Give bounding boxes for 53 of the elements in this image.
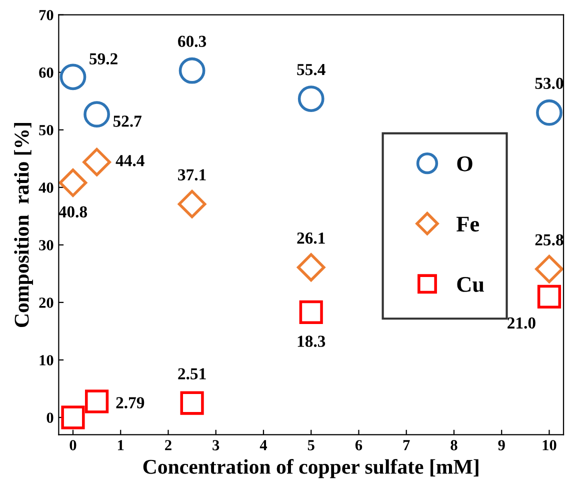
y-axis-title: Composition ratio [%] [14,123,34,328]
data-label: 55.4 [297,64,326,76]
x-tick-label: 7 [403,440,410,450]
point [84,390,109,414]
y-tick-label: 30 [39,240,54,250]
point [58,168,88,197]
legend-label: O [457,156,472,172]
x-tick-label: 4 [260,440,268,450]
point [298,86,324,112]
data-label: 52.7 [113,116,142,127]
data-label: 44.4 [116,155,144,166]
data-label: 53.0 [535,78,564,90]
x-tick-label: 8 [450,440,458,450]
y-tick-label: 50 [39,125,54,136]
y-tick-label: 70 [39,10,54,20]
point [535,254,564,284]
data-label: 2.79 [116,397,144,408]
x-tick-label: 9 [498,440,505,450]
legend-label: Cu [457,276,484,292]
point [178,190,206,218]
point [536,99,562,126]
point [61,406,85,430]
data-label: 25.8 [535,234,564,246]
x-tick-label: 3 [212,440,220,450]
data-label: 2.51 [178,368,206,380]
data-label: 26.1 [297,232,325,244]
data-label: 37.1 [178,169,206,181]
point [296,253,326,282]
point [60,64,86,90]
x-tick-label: 6 [355,440,362,450]
data-label: 40.8 [58,206,88,218]
x-tick-label: 2 [165,440,172,450]
point [178,57,206,84]
y-tick-label: 0 [46,412,54,423]
y-tick-label: 60 [39,67,54,78]
y-tick-label: 20 [39,298,54,308]
x-tick-label: 10 [542,440,556,450]
point [82,148,111,176]
point [537,284,562,308]
data-label: 59.2 [90,53,118,65]
data-label: 18.3 [298,336,326,347]
x-axis-title: Concentration of copper sulfate [mM] [143,458,478,478]
data-label: 21.0 [508,317,536,329]
y-tick-label: 10 [40,355,54,366]
data-label: 60.3 [178,36,206,48]
x-tick-label: 0 [70,440,76,450]
point [299,300,323,324]
legend-label: Fe [456,216,479,232]
x-tick-label: 1 [118,440,124,450]
point [84,101,110,128]
point [180,391,204,415]
x-tick-label: 5 [308,440,314,450]
y-tick-label: 40 [38,182,54,193]
